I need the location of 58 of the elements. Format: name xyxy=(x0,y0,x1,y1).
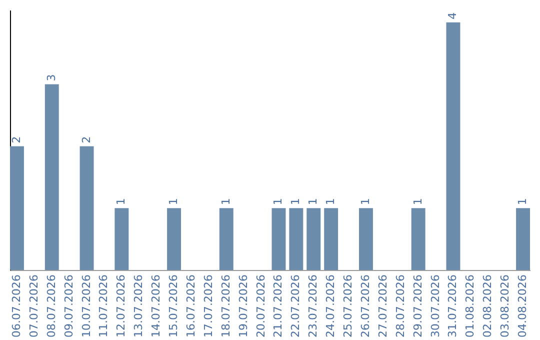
bar xyxy=(306,208,321,270)
x-tick-label: 01.08.2026 xyxy=(464,274,477,338)
bar xyxy=(516,208,530,270)
x-tick-label: 25.07.2026 xyxy=(342,274,355,338)
x-tick-label: 26.07.2026 xyxy=(358,274,372,338)
x-tick-label: 06.07.2026 xyxy=(10,274,23,338)
bar xyxy=(114,208,129,270)
x-tick-label: 11.07.2026 xyxy=(97,274,110,338)
bar xyxy=(411,208,426,270)
bar xyxy=(446,22,460,270)
bar xyxy=(44,84,59,270)
x-tick-label: 08.07.2026 xyxy=(44,274,58,338)
x-tick-label: 24.07.2026 xyxy=(324,274,338,338)
x-tick-label: 15.07.2026 xyxy=(167,274,180,338)
data-label: 1 xyxy=(272,198,285,206)
x-tick-label: 21.07.2026 xyxy=(272,274,285,338)
bar xyxy=(272,208,286,270)
data-label: 2 xyxy=(80,136,93,144)
x-tick-label: 07.07.2026 xyxy=(27,274,40,338)
x-tick-label: 12.07.2026 xyxy=(114,274,128,338)
x-tick-label: 16.07.2026 xyxy=(184,274,198,338)
data-label: 1 xyxy=(289,198,302,206)
x-tick-label: 14.07.2026 xyxy=(150,274,163,338)
data-label: 1 xyxy=(516,198,530,206)
bar xyxy=(167,208,182,270)
x-tick-label: 17.07.2026 xyxy=(202,274,215,338)
x-tick-label: 18.07.2026 xyxy=(219,274,232,338)
x-tick-label: 02.08.2026 xyxy=(481,274,494,338)
x-tick-label: 31.07.2026 xyxy=(446,274,460,338)
x-tick-label: 30.07.2026 xyxy=(428,274,442,338)
x-tick-label: 19.07.2026 xyxy=(236,274,250,338)
x-tick-label: 09.07.2026 xyxy=(62,274,76,338)
x-tick-label: 13.07.2026 xyxy=(132,274,146,338)
x-tick-label: 03.08.2026 xyxy=(498,274,512,338)
data-label: 1 xyxy=(324,198,338,206)
bar xyxy=(219,208,234,270)
x-tick-label: 10.07.2026 xyxy=(80,274,93,338)
data-label: 1 xyxy=(167,198,180,206)
data-label: 3 xyxy=(44,74,58,82)
x-tick-label: 27.07.2026 xyxy=(376,274,390,338)
data-label: 1 xyxy=(358,198,372,206)
x-tick-label: 04.08.2026 xyxy=(516,274,530,338)
data-label: 1 xyxy=(411,198,424,206)
x-tick-label: 23.07.2026 xyxy=(306,274,320,338)
x-tick-label: 22.07.2026 xyxy=(289,274,302,338)
data-label: 1 xyxy=(219,198,232,206)
data-label: 2 xyxy=(10,136,23,144)
bar xyxy=(324,208,338,270)
x-tick-label: 20.07.2026 xyxy=(254,274,268,338)
bar xyxy=(10,146,24,270)
data-label: 1 xyxy=(306,198,320,206)
data-label: 1 xyxy=(114,198,128,206)
x-tick-label: 28.07.2026 xyxy=(394,274,407,338)
x-tick-label: 29.07.2026 xyxy=(411,274,424,338)
bar xyxy=(80,146,94,270)
data-label: 4 xyxy=(446,12,460,20)
bar xyxy=(289,208,304,270)
bar xyxy=(358,208,373,270)
